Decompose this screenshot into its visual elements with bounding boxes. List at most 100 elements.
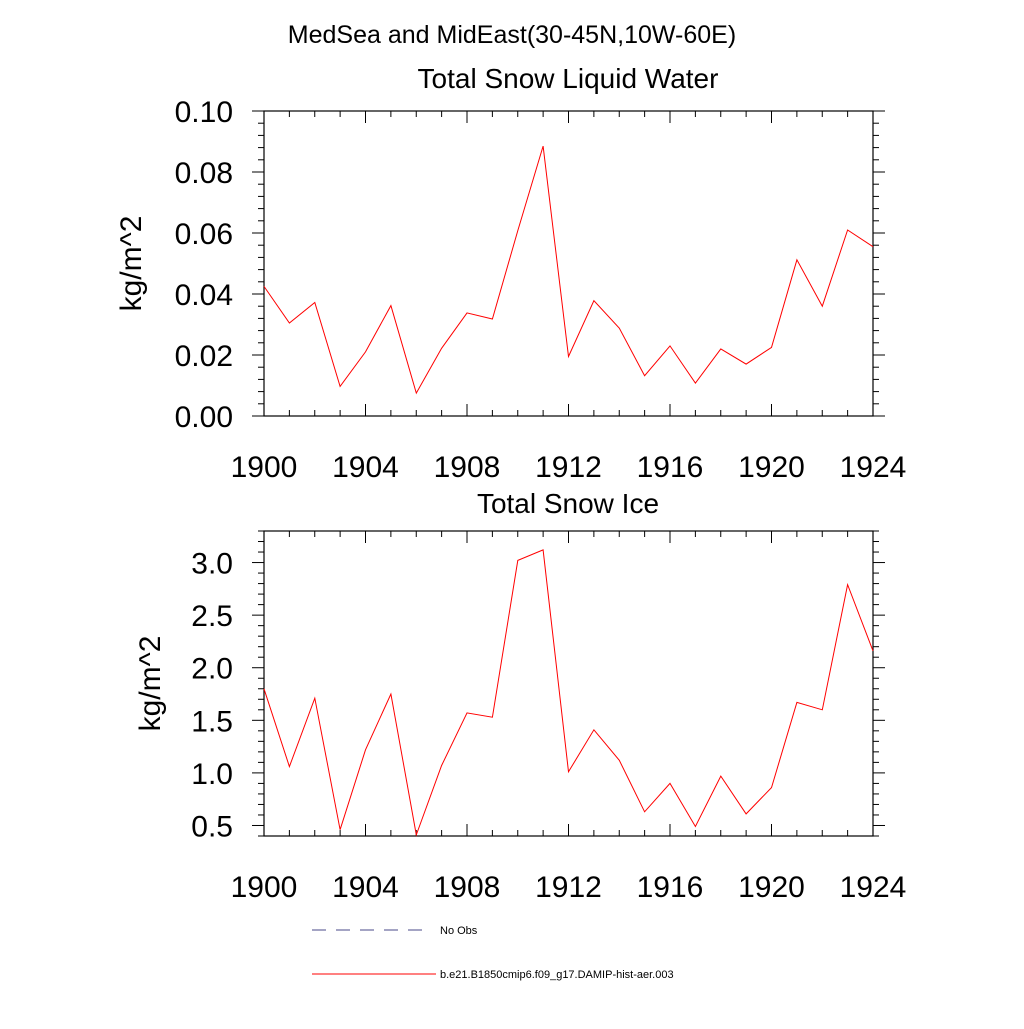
- data-point: [567, 770, 570, 773]
- series-layer: [262, 145, 874, 395]
- y-tick-label: 1.0: [191, 758, 233, 791]
- data-point: [846, 228, 849, 231]
- data-point: [871, 649, 874, 652]
- data-point: [364, 748, 367, 751]
- data-point: [821, 708, 824, 711]
- data-point: [592, 728, 595, 731]
- data-point: [592, 299, 595, 302]
- data-point: [313, 301, 316, 304]
- x-tick-label: 1900: [231, 451, 298, 484]
- data-point: [821, 305, 824, 308]
- y-tick-label: 0.00: [175, 401, 233, 434]
- data-point: [440, 764, 443, 767]
- data-point: [770, 346, 773, 349]
- data-point: [339, 828, 342, 831]
- y-tick-label: 0.02: [175, 340, 233, 373]
- data-point: [465, 711, 468, 714]
- data-point: [643, 374, 646, 377]
- data-point: [516, 229, 519, 232]
- data-point: [339, 385, 342, 388]
- data-point: [795, 258, 798, 261]
- data-point: [668, 782, 671, 785]
- data-point: [491, 716, 494, 719]
- y-tick-label: 2.0: [191, 653, 233, 686]
- data-point: [313, 697, 316, 700]
- axis-ticks: [252, 110, 885, 417]
- data-point: [871, 245, 874, 248]
- data-point: [770, 786, 773, 789]
- x-tick-labels: 1900 1904 1908 1912 1916 1920 1924: [231, 871, 907, 904]
- series-layer: [262, 548, 874, 837]
- y-tick-label: 0.10: [175, 96, 233, 129]
- y-tick-label: 0.5: [191, 810, 233, 843]
- data-point: [745, 363, 748, 366]
- panel-snow-ice: Total Snow Ice kg/m^2 0.5 1.0 1.5 2.0 2.5 3.0…: [134, 488, 906, 904]
- data-point: [846, 583, 849, 586]
- data-point: [618, 759, 621, 762]
- y-tick-label: 1.5: [191, 705, 233, 738]
- plot-frame: [263, 110, 874, 417]
- data-point: [719, 347, 722, 350]
- data-point: [491, 317, 494, 320]
- series-line: [263, 549, 874, 837]
- data-point: [288, 765, 291, 768]
- x-tick-label: 1912: [535, 871, 602, 904]
- data-point: [389, 304, 392, 307]
- legend-model-label: b.e21.B1850cmip6.f09_g17.DAMIP-hist-aer.…: [440, 969, 674, 981]
- x-tick-label: 1916: [637, 451, 704, 484]
- panel-title: Total Snow Ice: [477, 488, 659, 519]
- data-point: [364, 350, 367, 353]
- x-tick-label: 1920: [738, 871, 805, 904]
- y-tick-label: 3.0: [191, 548, 233, 581]
- x-tick-label: 1908: [434, 451, 501, 484]
- x-tick-label: 1908: [434, 871, 501, 904]
- figure-title: MedSea and MidEast(30-45N,10W-60E): [288, 21, 736, 49]
- data-point: [542, 145, 545, 148]
- x-tick-label: 1912: [535, 451, 602, 484]
- x-tick-label: 1920: [738, 451, 805, 484]
- data-point: [389, 692, 392, 695]
- y-axis-label: kg/m^2: [134, 636, 167, 732]
- y-tick-label: 0.08: [175, 157, 233, 190]
- x-tick-label: 1924: [840, 451, 907, 484]
- axis-ticks: [252, 530, 885, 837]
- series-line: [263, 145, 874, 395]
- data-point: [542, 548, 545, 551]
- data-point: [262, 687, 265, 690]
- data-point: [694, 382, 697, 385]
- y-tick-labels: 0.5 1.0 1.5 2.0 2.5 3.0: [191, 548, 233, 844]
- panel-title: Total Snow Liquid Water: [418, 63, 719, 94]
- data-point: [745, 812, 748, 815]
- data-point: [719, 775, 722, 778]
- panel-snow-liquid-water: Total Snow Liquid Water kg/m^2 0.000.020…: [115, 63, 906, 484]
- data-point: [643, 810, 646, 813]
- data-point: [516, 559, 519, 562]
- y-tick-labels: 0.00 0.02 0.04 0.06 0.08 0.10: [175, 96, 233, 434]
- data-point: [567, 355, 570, 358]
- x-tick-label: 1904: [332, 871, 399, 904]
- y-tick-label: 0.04: [175, 279, 233, 312]
- data-point: [694, 825, 697, 828]
- plot-frame: [263, 530, 874, 837]
- data-point: [415, 392, 418, 395]
- legend-obs-label: No Obs: [440, 925, 478, 937]
- x-tick-label: 1904: [332, 451, 399, 484]
- x-tick-label: 1916: [637, 871, 704, 904]
- data-point: [288, 321, 291, 324]
- data-point: [262, 285, 265, 288]
- y-tick-label: 2.5: [191, 600, 233, 633]
- x-tick-label: 1924: [840, 871, 907, 904]
- x-tick-label: 1900: [231, 871, 298, 904]
- y-axis-label: kg/m^2: [115, 216, 148, 312]
- legend: No Obs b.e21.B1850cmip6.f09_g17.DAMIP-hi…: [312, 925, 674, 981]
- data-point: [618, 327, 621, 330]
- data-point: [440, 347, 443, 350]
- y-tick-label: 0.06: [175, 218, 233, 251]
- data-point: [795, 701, 798, 704]
- data-point: [668, 344, 671, 347]
- data-point: [465, 311, 468, 314]
- x-tick-labels: 1900 1904 1908 1912 1916 1920 1924: [231, 451, 907, 484]
- data-point: [415, 833, 418, 836]
